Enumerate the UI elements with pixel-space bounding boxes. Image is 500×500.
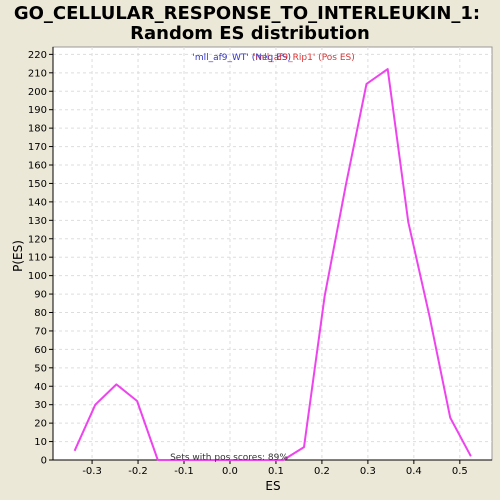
y-tick-label: 110 [28,253,47,264]
y-tick-label: 90 [34,290,47,301]
series-layer [73,68,472,461]
y-tick-label: 130 [28,216,47,227]
y-tick-label: 210 [28,68,47,79]
x-tick-label: -0.2 [128,466,148,477]
y-tick-label: 10 [34,437,47,448]
x-tick-label: -0.3 [82,466,102,477]
y-tick-label: 180 [28,124,47,135]
y-tick-label: 60 [34,345,47,356]
y-tick-label: 20 [34,419,47,430]
y-tick-label: 160 [28,161,47,172]
y-axis: 0 10 20 30 40 50 60 70 80 90 100 110 120 130 140 150 160… [28,47,54,467]
y-tick-label: 150 [28,179,47,190]
pos-scores-annotation: Sets with pos scores: 89% [170,453,288,463]
x-tick-label: 0.2 [314,466,330,477]
y-tick-label: 200 [28,87,47,98]
y-tick-label: 70 [34,326,47,337]
y-axis-label: P(ES) [11,240,25,272]
y-tick-label: 120 [28,234,47,245]
x-tick-label: 0.3 [360,466,376,477]
y-tick-label: 220 [28,50,47,61]
series-line [73,68,472,461]
y-tick-label: 30 [34,400,47,411]
grid-lines [53,47,492,461]
x-axis-label: ES [265,479,280,493]
legend-neg-es: 'mll_af9_WT' (Neg ES) [192,53,291,63]
x-axis: -0.3 -0.2 -0.1 0.0 0.1 0.2 0.3 0.4 0.5 [53,459,492,477]
chart-title-line2: Random ES distribution [130,23,370,44]
y-tick-label: 170 [28,142,47,153]
x-tick-label: 0.4 [406,466,422,477]
x-tick-label: 0.0 [222,466,238,477]
y-tick-label: 0 [41,456,47,467]
y-tick-label: 50 [34,363,47,374]
chart-title-line1: GO_CELLULAR_RESPONSE_TO_INTERLEUKIN_1: [14,3,480,24]
x-tick-label: -0.1 [174,466,194,477]
legend-pos-es: 'mll_af9_Rip1' (Pos ES) [253,53,355,63]
plot-area [52,46,493,461]
y-tick-label: 40 [34,382,47,393]
x-tick-label: 0.5 [452,466,468,477]
y-tick-label: 190 [28,105,47,116]
y-tick-label: 140 [28,197,47,208]
x-tick-label: 0.1 [268,466,284,477]
y-tick-label: 80 [34,308,47,319]
y-tick-label: 100 [28,271,47,282]
